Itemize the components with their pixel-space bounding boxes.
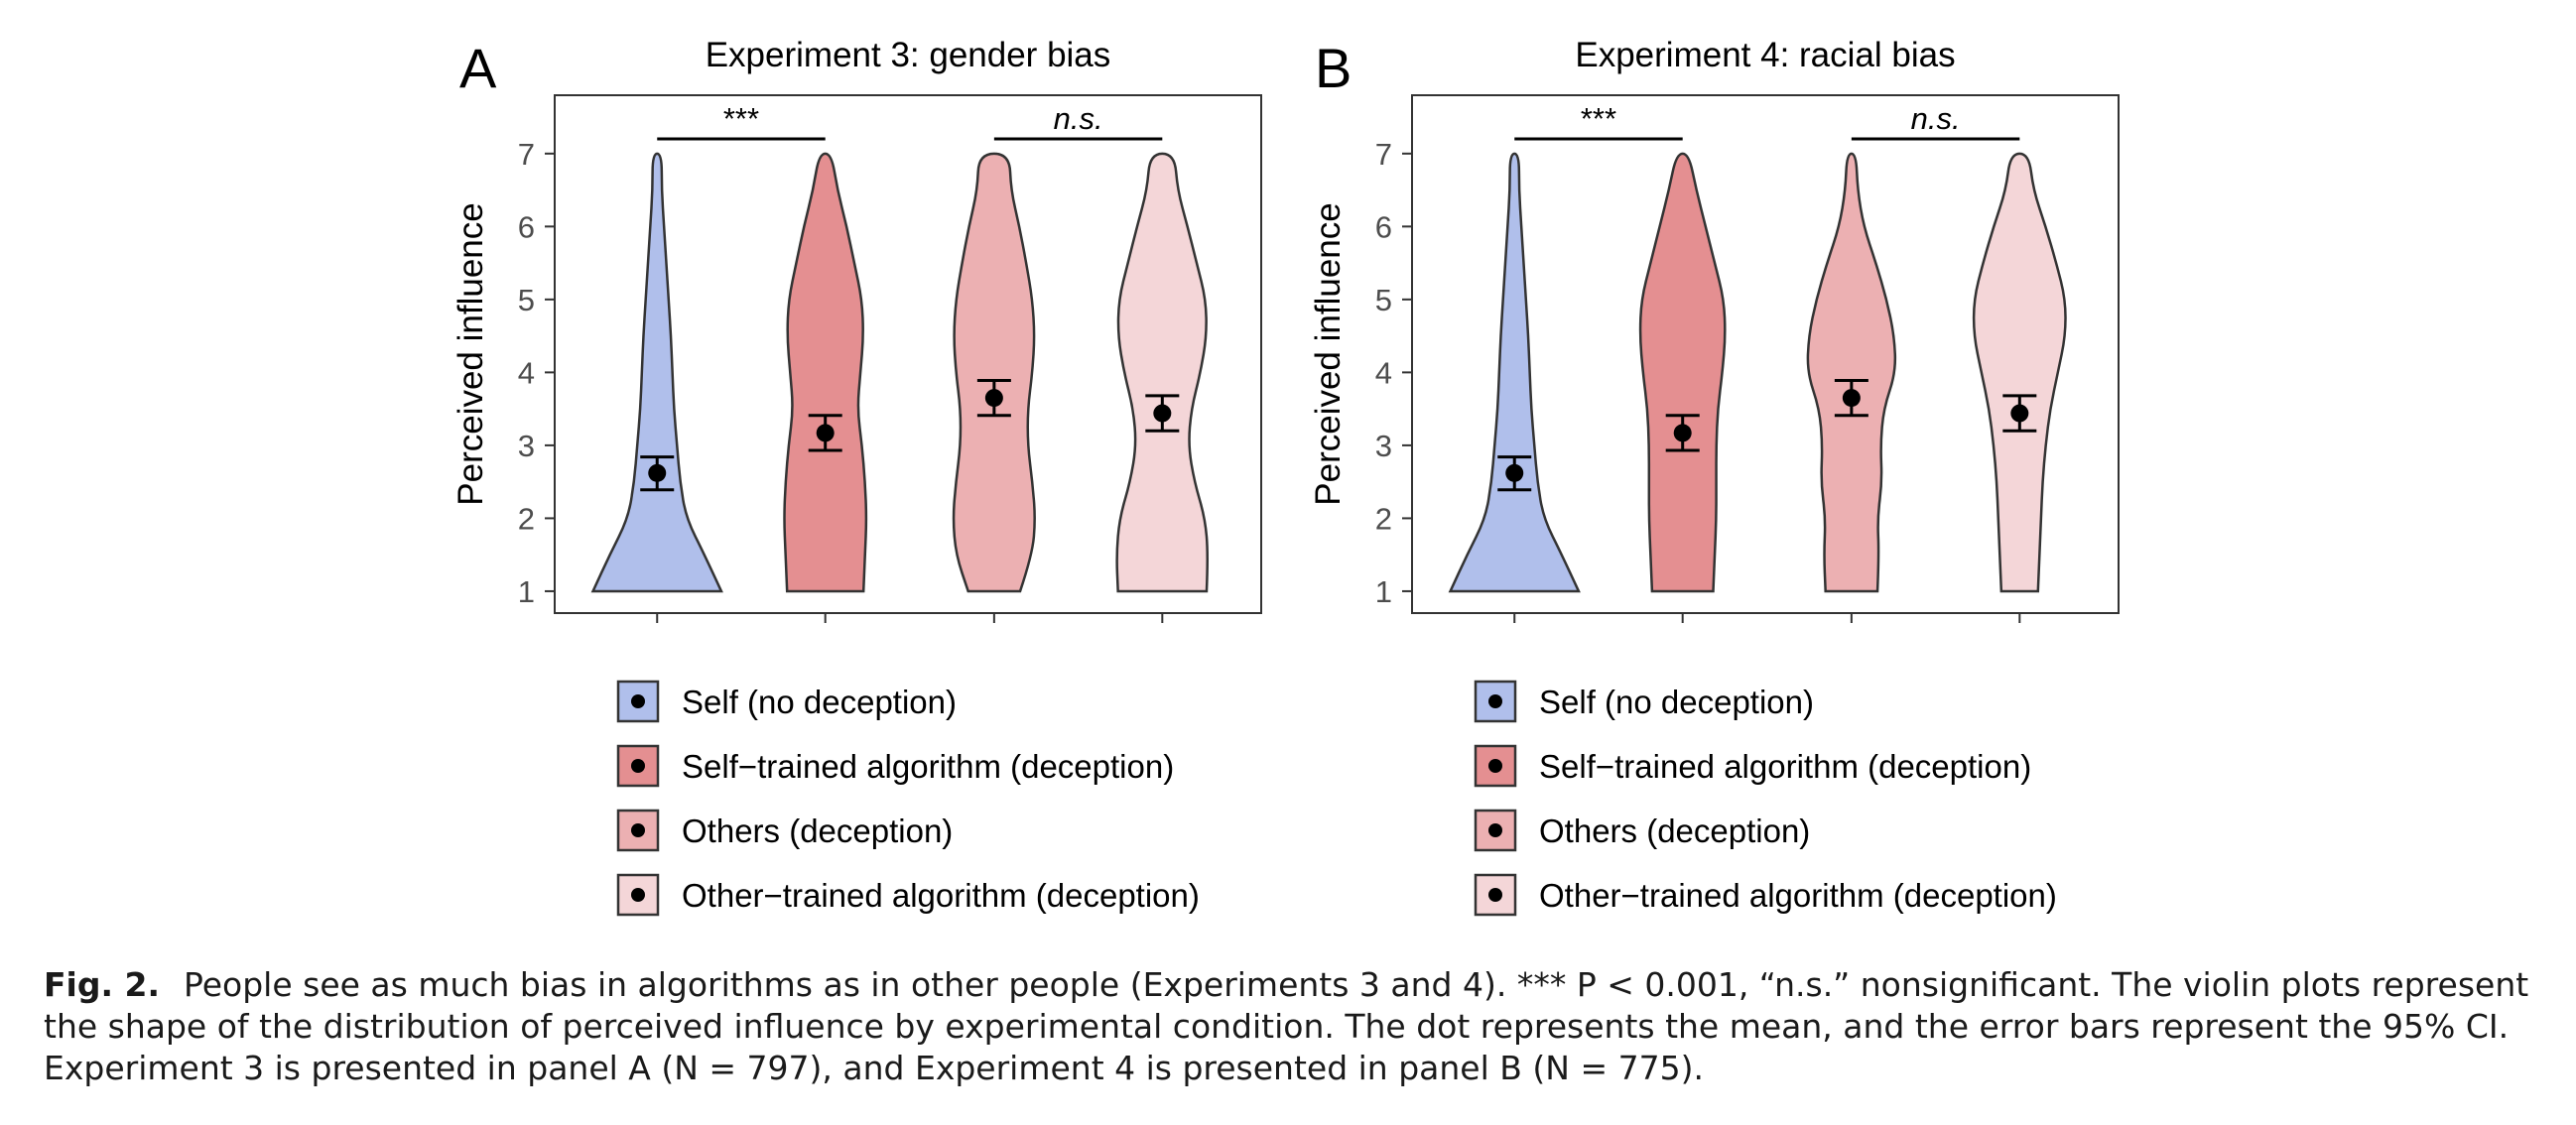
violin bbox=[1806, 152, 1897, 593]
mean-point bbox=[1153, 404, 1172, 423]
panel-b: B Experiment 4: racial bias Perceived infl… bbox=[1309, 36, 2120, 623]
legend-label: Self (no deception) bbox=[682, 684, 957, 720]
legend-dot bbox=[631, 694, 645, 708]
significance-label: n.s. bbox=[1911, 101, 1961, 136]
caption-text: People see as much bias in algorithms as… bbox=[44, 965, 2529, 1087]
violin bbox=[1115, 152, 1209, 593]
mean-point bbox=[1673, 424, 1692, 442]
mean-point bbox=[816, 424, 835, 442]
y-tick-label: 6 bbox=[1375, 209, 1392, 244]
legend-swatch bbox=[1474, 809, 1517, 852]
plot-frame bbox=[1411, 94, 2120, 614]
figure: A Experiment 3: gender bias Perceived infl… bbox=[451, 36, 2120, 917]
legend-dot bbox=[631, 759, 645, 773]
legend-swatch bbox=[1474, 744, 1517, 788]
y-tick-label: 3 bbox=[1375, 429, 1392, 463]
chart-title: Experiment 4: racial bias bbox=[1575, 36, 1955, 74]
legend-b: Self (no deception) Self−trained algorith… bbox=[1474, 680, 2057, 917]
y-tick-label: 5 bbox=[1375, 283, 1392, 317]
legend-dot bbox=[1488, 694, 1502, 708]
y-axis-label: Perceived influence bbox=[1309, 202, 1348, 505]
y-tick-label: 3 bbox=[518, 429, 535, 463]
caption-label: Fig. 2. bbox=[44, 965, 160, 1004]
legend-label: Self−trained algorithm (deception) bbox=[682, 748, 1174, 785]
plot-frame bbox=[554, 94, 1262, 614]
mean-point bbox=[1505, 463, 1524, 482]
panel-letter: A bbox=[459, 37, 497, 99]
y-tick-label: 6 bbox=[518, 209, 535, 244]
legend-dot bbox=[1488, 759, 1502, 773]
significance-label: *** bbox=[723, 101, 759, 136]
violin bbox=[590, 152, 723, 593]
mean-point bbox=[1842, 389, 1861, 408]
legend-label: Others (deception) bbox=[1539, 812, 1810, 849]
y-tick-label: 2 bbox=[518, 501, 535, 536]
y-tick-label: 2 bbox=[1375, 501, 1392, 536]
legend-dot bbox=[631, 888, 645, 902]
y-tick-label: 1 bbox=[518, 574, 535, 609]
chart-title: Experiment 3: gender bias bbox=[706, 36, 1111, 74]
significance-label: *** bbox=[1581, 101, 1616, 136]
violin bbox=[1638, 152, 1727, 593]
legend-dot bbox=[1488, 888, 1502, 902]
figure-caption: Fig. 2. People see as much bias in algori… bbox=[44, 964, 2544, 1089]
y-tick-label: 7 bbox=[518, 137, 535, 172]
y-axis-label: Perceived influence bbox=[451, 202, 490, 505]
legend-label: Others (deception) bbox=[682, 812, 953, 849]
y-tick-label: 5 bbox=[518, 283, 535, 317]
legend-dot bbox=[631, 823, 645, 837]
y-tick-label: 1 bbox=[1375, 574, 1392, 609]
violin bbox=[952, 152, 1036, 593]
y-tick-label: 7 bbox=[1375, 137, 1392, 172]
legend-a: Self (no deception) Self−trained algorith… bbox=[616, 680, 1200, 917]
legend-label: Other−trained algorithm (deception) bbox=[1539, 877, 2057, 914]
panel-a: A Experiment 3: gender bias Perceived infl… bbox=[451, 36, 1262, 623]
violin bbox=[1972, 152, 2067, 593]
significance-label: n.s. bbox=[1054, 101, 1103, 136]
panel-letter: B bbox=[1315, 37, 1352, 99]
mean-point bbox=[648, 463, 667, 482]
mean-point bbox=[2010, 404, 2029, 423]
legend-label: Self−trained algorithm (deception) bbox=[1539, 748, 2031, 785]
legend-label: Other−trained algorithm (deception) bbox=[682, 877, 1200, 914]
violin bbox=[783, 152, 868, 593]
legend-swatch bbox=[616, 744, 660, 788]
legend-dot bbox=[1488, 823, 1502, 837]
y-tick-label: 4 bbox=[1375, 355, 1392, 390]
legend-label: Self (no deception) bbox=[1539, 684, 1814, 720]
violin bbox=[1448, 152, 1581, 593]
y-tick-label: 4 bbox=[518, 355, 535, 390]
mean-point bbox=[984, 389, 1003, 408]
